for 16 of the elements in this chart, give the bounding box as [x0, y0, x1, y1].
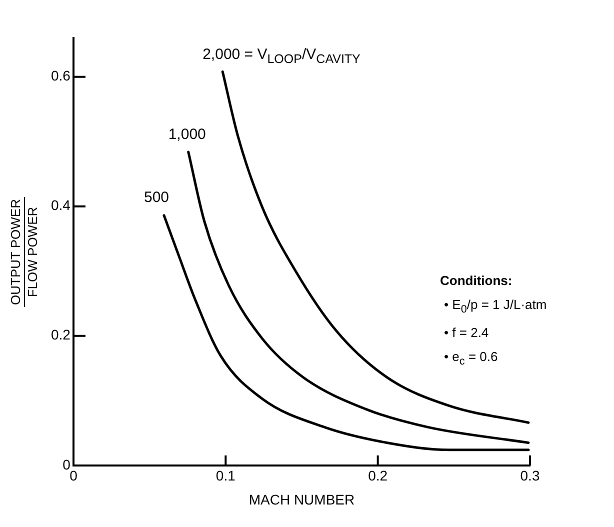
x-axis-title: MACH NUMBER — [248, 491, 355, 508]
x-tick-label: 0.3 — [520, 468, 540, 484]
series-label: 1,000 — [168, 126, 206, 144]
y-tick-label: 0.4 — [50, 197, 71, 214]
annotation: • f = 2.4 — [443, 324, 490, 340]
x-tick-label: 0.2 — [368, 468, 388, 484]
annotation: • e$_{c}$ = 0.6 — [443, 348, 499, 368]
y-tick-label: 0.2 — [50, 326, 71, 343]
y-tick-label: 0.6 — [50, 68, 71, 84]
annotation: Conditions: — [440, 273, 514, 288]
y-axis-title: OUTPUT POWER FLOW POWER — [8, 198, 40, 307]
annotation: • E$_{0}$/p = 1 J/L·atm — [443, 297, 547, 316]
series-label: 500 — [144, 189, 170, 208]
y-tick-label: 0 — [62, 456, 71, 472]
x-tick-label: 0.1 — [216, 468, 236, 484]
series-label: 2,000 = V$_{LOOP}$/V$_{CAVITY}$ — [202, 46, 360, 68]
